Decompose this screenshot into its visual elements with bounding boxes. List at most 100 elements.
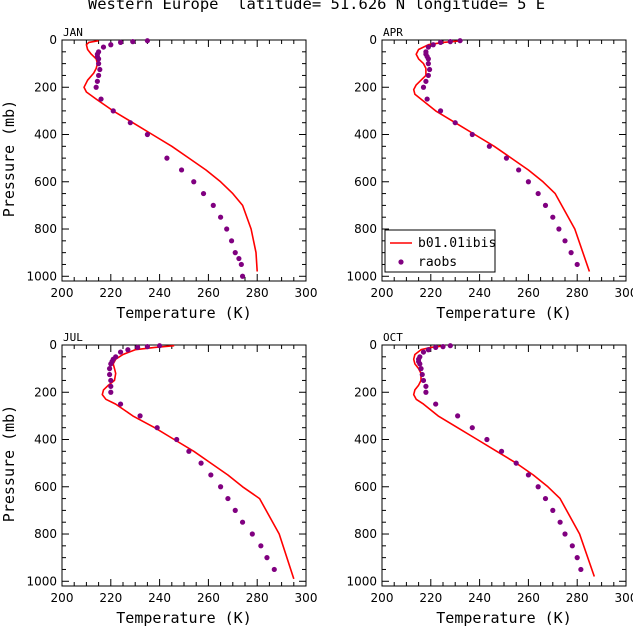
data-point-raobs: [447, 343, 453, 349]
y-tick-label: 400: [34, 433, 57, 447]
data-point-raobs: [562, 531, 568, 537]
chart-panel-jul: 200 220 240 260 280 300 0 200 400 600 800 1000 JUL Te…: [0, 331, 317, 627]
chart-panel-apr: 200 220 240 260 280 300 0 200 400 600 800 1000 APR Te…: [346, 26, 633, 322]
y-tick-label: 400: [34, 128, 57, 142]
y-tick-label: 1000: [346, 574, 377, 588]
y-tick-label: 200: [354, 385, 377, 399]
x-tick-label: 300: [615, 286, 633, 300]
data-point-raobs: [96, 56, 102, 62]
y-tick-label: 200: [34, 80, 57, 94]
data-point-raobs: [425, 72, 431, 79]
data-point-raobs: [106, 366, 113, 372]
series-line-model: [412, 39, 591, 272]
legend-label: b01.01ibis: [418, 236, 496, 251]
data-point-raobs: [264, 555, 270, 561]
data-point-raobs: [117, 401, 124, 407]
data-point-raobs: [562, 238, 568, 244]
data-point-raobs: [258, 543, 264, 549]
data-point-raobs: [550, 507, 556, 513]
data-point-raobs: [437, 39, 444, 45]
data-point-raobs: [225, 495, 231, 502]
data-point-raobs: [419, 371, 425, 378]
data-point-raobs: [425, 56, 431, 62]
data-point-raobs: [144, 38, 150, 44]
data-point-raobs: [440, 344, 446, 350]
x-tick-label: 260: [517, 591, 540, 605]
data-point-raobs: [97, 66, 103, 73]
data-point-raobs: [174, 436, 180, 443]
series-line-model: [101, 344, 295, 580]
chart-panel-oct: 200 220 240 260 280 300 0 200 400 600 800 1000 OCT Te…: [346, 331, 633, 627]
x-tick-label: 260: [197, 286, 220, 300]
series-line-model: [412, 344, 596, 577]
data-point-raobs: [568, 250, 574, 256]
y-tick-label: 1000: [26, 269, 57, 283]
data-point-raobs: [130, 39, 136, 45]
x-tick-label: 240: [468, 286, 491, 300]
y-tick-label: 1000: [346, 269, 377, 283]
y-tick-label: 800: [354, 527, 377, 541]
data-point-raobs: [525, 179, 532, 185]
data-point-raobs: [108, 383, 114, 389]
y-tick-label: 800: [354, 222, 377, 236]
y-tick-label: 0: [369, 33, 377, 47]
y-tick-label: 1000: [26, 574, 57, 588]
y-tick-label: 400: [354, 128, 377, 142]
data-point-raobs: [556, 226, 562, 232]
data-point-raobs: [452, 120, 458, 126]
data-point-raobs: [224, 226, 230, 232]
x-tick-label: 240: [148, 591, 171, 605]
data-point-raobs: [578, 566, 584, 573]
x-axis-label: Temperature (K): [436, 609, 571, 627]
data-point-raobs: [503, 155, 510, 161]
data-point-raobs: [513, 460, 519, 466]
data-point-raobs: [423, 78, 429, 84]
x-tick-label: 240: [148, 286, 171, 300]
panel-label: APR: [383, 26, 403, 39]
y-tick-label: 800: [34, 222, 57, 236]
data-point-raobs: [238, 261, 244, 268]
data-point-raobs: [423, 389, 429, 395]
y-tick-label: 0: [369, 338, 377, 352]
data-point-raobs: [420, 84, 427, 90]
data-point-raobs: [574, 261, 580, 268]
data-point-raobs: [418, 366, 424, 372]
x-tick-label: 200: [371, 591, 394, 605]
x-tick-label: 220: [99, 591, 122, 605]
x-tick-label: 200: [51, 286, 74, 300]
x-tick-label: 220: [419, 286, 442, 300]
data-point-raobs: [420, 349, 427, 355]
x-tick-label: 280: [566, 286, 589, 300]
data-point-raobs: [108, 389, 114, 395]
data-point-raobs: [535, 190, 541, 197]
data-point-raobs: [498, 448, 505, 454]
data-point-raobs: [417, 361, 423, 367]
data-point-raobs: [93, 84, 99, 90]
data-point-raobs: [186, 448, 192, 454]
data-point-raobs: [228, 238, 235, 244]
x-tick-label: 280: [566, 591, 589, 605]
data-point-raobs: [108, 361, 114, 367]
data-point-raobs: [108, 377, 114, 384]
data-point-raobs: [426, 66, 433, 73]
y-tick-label: 800: [34, 527, 57, 541]
data-point-raobs: [447, 39, 453, 45]
data-point-raobs: [423, 383, 429, 389]
data-point-raobs: [96, 61, 102, 67]
y-tick-label: 200: [354, 80, 377, 94]
data-point-raobs: [127, 120, 133, 126]
panel-label: JUL: [63, 331, 83, 344]
data-point-raobs: [542, 495, 549, 502]
data-point-raobs: [154, 425, 160, 431]
y-axis-label: Pressure (mb): [0, 405, 18, 522]
y-axis-label: Pressure (mb): [0, 100, 18, 217]
x-tick-label: 260: [517, 286, 540, 300]
data-point-raobs: [94, 78, 100, 84]
x-axis-label: Temperature (K): [116, 304, 251, 322]
x-tick-label: 200: [51, 591, 74, 605]
data-point-raobs: [98, 96, 104, 102]
data-point-raobs: [525, 472, 532, 478]
data-point-raobs: [218, 214, 224, 220]
plot-frame: [381, 344, 627, 587]
